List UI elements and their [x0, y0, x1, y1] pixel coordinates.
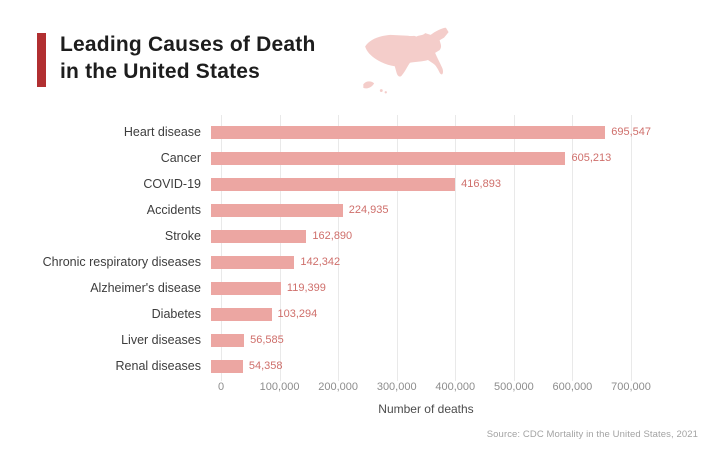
bar-row: Diabetes 103,294	[40, 301, 700, 327]
hawaii-dot-2	[384, 91, 387, 94]
bar-track: 224,935	[211, 203, 651, 217]
bar-track: 162,890	[211, 229, 651, 243]
source-note: Source: CDC Mortality in the United Stat…	[486, 429, 698, 440]
value-label: 605,213	[571, 152, 612, 164]
value-label: 416,893	[461, 178, 501, 190]
bar-row: Renal diseases 54,358	[40, 353, 700, 379]
bar-row: Stroke 162,890	[40, 223, 700, 249]
us-map-icon	[356, 25, 464, 95]
bar-row: COVID-19 416,893	[40, 171, 700, 197]
value-label: 119,399	[286, 282, 326, 294]
bar-track: 695,547	[211, 125, 651, 139]
value-label: 56,585	[250, 334, 284, 346]
category-label: Renal diseases	[115, 359, 201, 373]
x-tick-label: 0	[217, 381, 225, 393]
bar-track: 103,294	[211, 307, 651, 321]
gridline	[338, 115, 340, 381]
x-tick-label: 200,000	[318, 381, 359, 393]
category-label: Liver diseases	[121, 333, 201, 347]
bar	[211, 151, 566, 165]
title-line-2: in the United States	[60, 60, 261, 83]
bar-track: 416,893	[211, 177, 651, 191]
category-label: Chronic respiratory diseases	[42, 255, 201, 269]
gridline	[221, 115, 222, 381]
x-axis-title: Number of deaths	[378, 402, 474, 416]
bar	[211, 255, 295, 269]
gridline	[455, 115, 457, 381]
gridline	[396, 115, 398, 381]
bar-track: 56,585	[211, 333, 651, 347]
bar-chart: Heart disease 695,547 Cancer 605,213 COVID-1…	[40, 115, 700, 419]
title-line-1: Leading Causes of Death	[60, 33, 316, 56]
bar-track: 54,358	[211, 359, 651, 373]
value-label: 224,935	[348, 204, 389, 216]
bar	[211, 333, 245, 347]
title-accent-bar	[37, 33, 46, 87]
bar-row: Chronic respiratory diseases 142,342	[40, 249, 700, 275]
gridline	[572, 115, 574, 381]
x-tick-label: 300,000	[376, 381, 417, 393]
gridline	[513, 115, 515, 381]
bar	[211, 281, 281, 295]
value-label: 54,358	[248, 360, 283, 372]
x-tick-label: 100,000	[259, 381, 300, 393]
hawaii-dot-1	[379, 89, 383, 92]
x-tick-label: 600,000	[552, 381, 593, 393]
x-axis-ticks: 0 100,000 200,000 300,000 400,000 500,000 600,…	[217, 381, 651, 395]
bar-row: Accidents 224,935	[40, 197, 700, 223]
bar-row: Cancer 605,213	[40, 145, 700, 171]
bar-row: Heart disease 695,547	[40, 119, 700, 145]
bar-track: 119,399	[211, 281, 651, 295]
value-label: 162,890	[312, 230, 353, 242]
value-label: 142,342	[300, 256, 341, 268]
category-label: Stroke	[164, 229, 201, 243]
bar-track: 605,213	[211, 151, 651, 165]
header: Leading Causes of Death in the United St…	[37, 31, 315, 87]
alaska-shape	[363, 81, 375, 89]
bar	[211, 177, 456, 191]
bar	[211, 229, 307, 243]
category-label: COVID-19	[143, 177, 201, 191]
category-label: Heart disease	[123, 125, 201, 139]
bar	[211, 359, 243, 373]
gridline	[279, 115, 281, 381]
bar	[211, 307, 272, 321]
us-map-shape	[365, 27, 449, 77]
bar-track: 142,342	[211, 255, 651, 269]
x-tick-label: 400,000	[435, 381, 476, 393]
page-title: Leading Causes of Death in the United St…	[60, 31, 315, 87]
chart-gridlines	[221, 115, 632, 381]
category-label: Alzheimer's disease	[90, 281, 201, 295]
category-label: Accidents	[146, 203, 201, 217]
chart-rows: Heart disease 695,547 Cancer 605,213 COVID-1…	[40, 119, 700, 379]
bar	[211, 125, 606, 139]
bar-row: Alzheimer's disease 119,399	[40, 275, 700, 301]
bar-row: Liver diseases 56,585	[40, 327, 700, 353]
x-tick-label: 700,000	[611, 381, 651, 393]
x-tick-label: 500,000	[493, 381, 534, 393]
gridline	[631, 115, 632, 381]
category-label: Diabetes	[151, 307, 201, 321]
category-label: Cancer	[160, 151, 201, 165]
bar	[211, 203, 343, 217]
value-label: 103,294	[277, 308, 318, 320]
value-label: 695,547	[611, 126, 651, 138]
